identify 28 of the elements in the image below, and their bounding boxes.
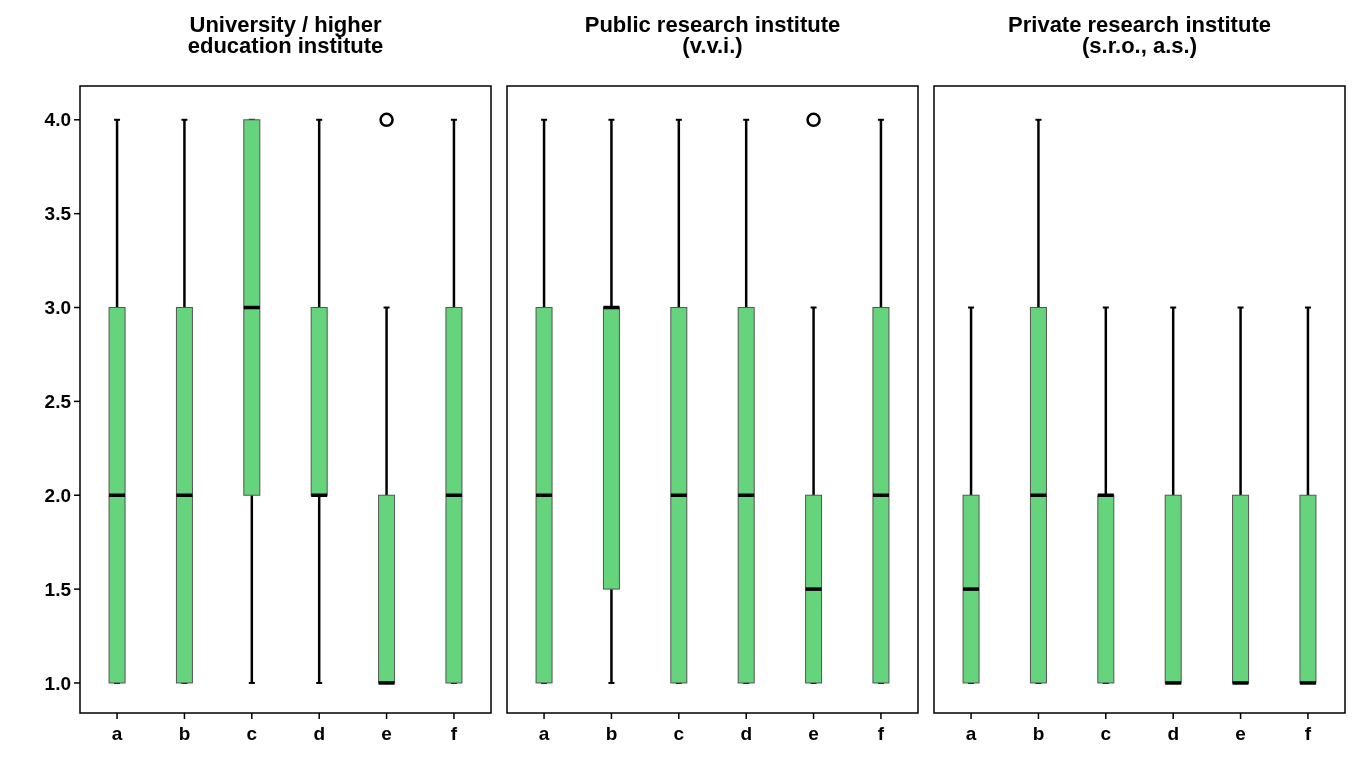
x-tick-label: b: [605, 723, 618, 744]
y-tick-label: 2.5: [44, 391, 72, 413]
x-tick-label: e: [808, 723, 819, 744]
x-tick-label: e: [1235, 723, 1246, 744]
chart-title: University / higher education institute: [187, 12, 384, 58]
x-tick-label: c: [1100, 723, 1112, 744]
y-tick-label: 3.5: [44, 203, 72, 225]
y-tick-label: 3.0: [44, 297, 71, 319]
x-tick-label: f: [877, 723, 885, 744]
y-tick-label: 4.0: [44, 109, 71, 131]
x-tick-label: d: [1167, 723, 1179, 744]
x-tick-label: f: [1304, 723, 1312, 744]
x-tick-label: a: [538, 723, 550, 744]
x-tick-label: b: [178, 723, 191, 744]
chart-title: Private research institute (s.r.o., a.s.): [1008, 12, 1271, 58]
x-tick-label: d: [740, 723, 752, 744]
y-tick-label: 1.5: [44, 578, 72, 600]
x-tick-label: c: [673, 723, 685, 744]
x-tick-label: a: [965, 723, 977, 744]
x-tick-label: a: [111, 723, 123, 744]
y-tick-label: 1.0: [44, 672, 71, 694]
y-tick-label: 2.0: [44, 484, 71, 506]
x-tick-label: c: [246, 723, 258, 744]
x-tick-label: d: [313, 723, 325, 744]
x-tick-label: b: [1032, 723, 1045, 744]
x-tick-label: f: [450, 723, 458, 744]
x-tick-label: e: [381, 723, 392, 744]
chart-title: Public research institute (v.v.i.): [584, 12, 841, 58]
